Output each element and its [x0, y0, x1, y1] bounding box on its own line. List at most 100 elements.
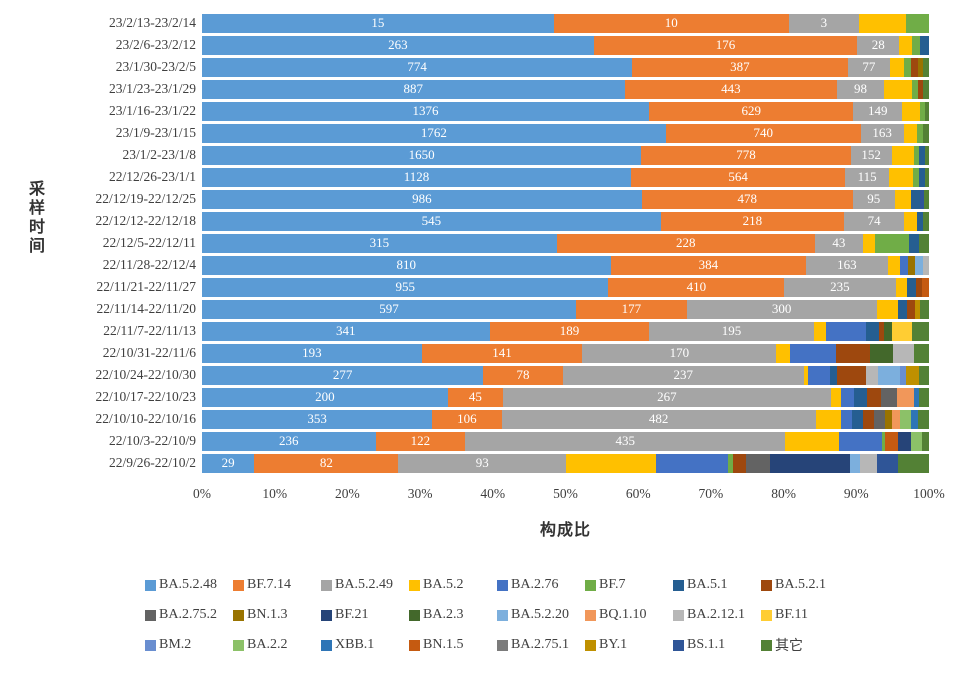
y-tick-label: 22/11/28-22/12/4: [102, 257, 196, 272]
bar-segment-BA.5.2.1: [863, 409, 875, 429]
bar-segment-BY.1: [915, 299, 921, 319]
plot-area: 23/2/13-23/2/14 15 10 3 23/2/6-23/2/12 263 176…: [0, 12, 967, 474]
bar-row: 22/10/17-22/10/23 200 45 267: [0, 386, 967, 408]
bar-row: 22/11/14-22/11/20 597 177 300: [0, 298, 967, 320]
legend-label: BA.5.2.48: [159, 577, 217, 592]
bar-segment-其它: [918, 365, 929, 385]
bar-segment-BA.2.76: [841, 409, 853, 429]
stacked-bar: 236 122 435: [202, 431, 929, 451]
legend-item: BM.2: [145, 637, 233, 653]
legend-label: BQ.1.10: [599, 607, 647, 622]
stacked-bar: 774 387 77: [202, 57, 929, 77]
bar-segment-BF.7.14: 106: [432, 409, 502, 429]
bar-segment-BA.2.2: [899, 409, 911, 429]
bar-segment-BA.5.2.1: [918, 79, 924, 99]
legend-swatch-icon: [585, 579, 596, 591]
legend-swatch-icon: [321, 579, 332, 591]
bar-segment-BA.5.2.48: 15: [202, 13, 554, 33]
y-tick-label: 22/12/26-23/1/1: [109, 169, 196, 184]
bar-segment-BF.7.14: 387: [632, 57, 848, 77]
bar-segment-BA.2.2: [911, 431, 922, 451]
legend-swatch-icon: [497, 639, 508, 651]
bar-row: 22/12/26-23/1/1 1128 564 115: [0, 166, 967, 188]
legend-swatch-icon: [673, 579, 684, 591]
bar-segment-BF.7: [905, 13, 929, 33]
bar-segment-BA.5.2.48: 545: [202, 211, 661, 231]
stacked-bar: 315 228 43: [202, 233, 929, 253]
bar-segment-BA.5.2: [887, 255, 900, 275]
stacked-bar: 353 106 482: [202, 409, 929, 429]
legend-item: BS.1.1: [673, 637, 761, 653]
bar-segment-BA.5.2.49: 152: [850, 145, 892, 165]
legend-item: BQ.1.10: [585, 607, 673, 623]
bar-segment-其它: [925, 101, 929, 121]
bar-row: 22/10/3-22/10/9 236 122 435: [0, 430, 967, 452]
legend-swatch-icon: [145, 639, 156, 651]
bar-segment-BA.5.2.49: 149: [853, 101, 903, 121]
y-tick-label: 22/12/19-22/12/25: [95, 191, 197, 206]
bar-segment-BA.5.2.49: 267: [502, 387, 831, 407]
bar-segment-BA.2.76: [656, 453, 728, 473]
bar-segment-BA.5.2.20: [849, 453, 860, 473]
bar-segment-BA.5.2.48: 955: [202, 277, 609, 297]
legend-label: BF.21: [335, 607, 369, 622]
bar-segment-BA.5.2.49: 237: [562, 365, 804, 385]
bar-segment-BA.5.2: [895, 277, 908, 297]
legend-item: BY.1: [585, 637, 673, 653]
bar-segment-其它: [923, 57, 929, 77]
legend-item: BA.5.2: [409, 577, 497, 593]
bar-segment-BA.5.1: [866, 321, 879, 341]
legend-item: BF.21: [321, 607, 409, 623]
legend-swatch-icon: [233, 609, 244, 621]
bar-segment-BA.5.2.1: [867, 387, 881, 407]
bar-segment-BA.5.2.48: 1650: [202, 145, 642, 165]
bar-segment-BA.5.2.1: [835, 343, 870, 363]
legend-label: BF.7: [599, 577, 626, 592]
bar-segment-BA.5.2.49: 235: [784, 277, 896, 297]
legend-label: BF.7.14: [247, 577, 292, 592]
legend-item: BA.2.2: [233, 637, 321, 653]
bar-segment-BF.7.14: 629: [649, 101, 854, 121]
bar-row: 22/11/28-22/12/4 810 384 163: [0, 254, 967, 276]
legend-swatch-icon: [673, 609, 684, 621]
bar-segment-BF.21: [897, 431, 912, 451]
bar-row: 22/10/10-22/10/16 353 106 482: [0, 408, 967, 430]
bar-segment-BA.2.12.1: [865, 365, 879, 385]
bar-segment-BA.5.1: [918, 167, 925, 187]
legend-label: BA.2.3: [423, 607, 464, 622]
bar-segment-BA.5.2.48: 986: [202, 189, 642, 209]
bar-row: 22/12/19-22/12/25 986 478 95: [0, 188, 967, 210]
y-tick-label: 23/1/9-23/1/15: [115, 125, 196, 140]
bar-segment-BA.5.1: [907, 277, 916, 297]
x-tick-label: 40%: [480, 486, 506, 501]
bar-segment-BA.5.2: [862, 233, 876, 253]
bar-segment-BA.5.2: [894, 189, 911, 209]
legend-item: BA.2.3: [409, 607, 497, 623]
bar-row: 23/1/2-23/1/8 1650 778 152: [0, 144, 967, 166]
stacked-bar: 1128 564 115: [202, 167, 929, 187]
bar-segment-BF.7.14: 141: [421, 343, 583, 363]
bar-segment-BA.5.2.49: 3: [788, 13, 860, 33]
legend-item: BA.5.2.48: [145, 577, 233, 593]
bar-segment-BA.2.3: [884, 321, 892, 341]
bar-segment-BA.5.2: [803, 365, 809, 385]
bar-segment-BA.5.2: [815, 409, 842, 429]
y-tick-label: 22/10/3-22/10/9: [109, 433, 196, 448]
bar-segment-BA.2.75.2: [746, 453, 770, 473]
bar-segment-XBB.1: [913, 387, 919, 407]
bar-segment-BA.5.2: [830, 387, 842, 407]
bar-segment-BF.11: [891, 321, 913, 341]
bar-segment-BA.5.2: [785, 431, 840, 451]
bar-segment-BA.5.2.49: 93: [398, 453, 567, 473]
y-tick-label: 23/2/6-23/2/12: [115, 37, 196, 52]
bar-segment-其它: [897, 453, 929, 473]
stacked-bar: 263 176 28: [202, 35, 929, 55]
bar-segment-BF.7.14: 564: [630, 167, 846, 187]
bar-segment-BN.1.3: [907, 255, 916, 275]
bar-row: 22/11/21-22/11/27 955 410 235: [0, 276, 967, 298]
bar-segment-BA.5.2.49: 170: [582, 343, 777, 363]
bar-segment-BF.7.14: 740: [665, 123, 861, 143]
stacked-bar: 277 78 237: [202, 365, 929, 385]
legend-item: BA.2.75.1: [497, 637, 585, 653]
